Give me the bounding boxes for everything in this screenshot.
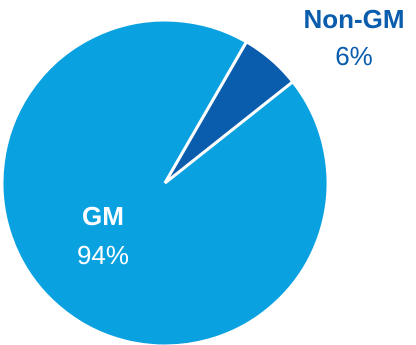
slice-label-gm: GM 94% [77,201,129,270]
slice-label-non-gm-name: Non-GM [303,4,404,34]
slice-label-gm-value: 94% [77,240,129,270]
slice-label-gm-name: GM [82,201,124,231]
slice-label-non-gm-value: 6% [335,41,373,71]
pie-slices [0,18,330,345]
pie-slice-non-gm [163,39,295,185]
slice-label-non-gm: Non-GM 6% [303,4,404,71]
